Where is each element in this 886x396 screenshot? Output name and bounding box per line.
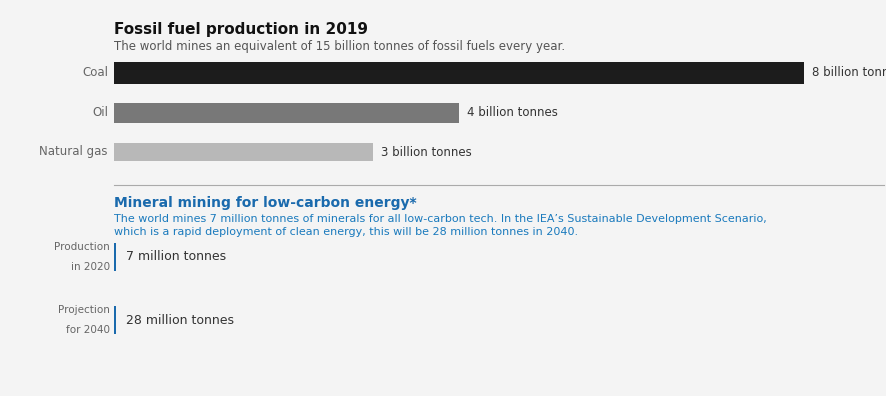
Text: 8 billion tonnes: 8 billion tonnes bbox=[811, 67, 886, 80]
Text: Mineral mining for low-carbon energy*: Mineral mining for low-carbon energy* bbox=[114, 196, 416, 210]
Text: for 2040: for 2040 bbox=[66, 325, 110, 335]
Text: Coal: Coal bbox=[82, 67, 108, 80]
Bar bbox=[114, 243, 116, 271]
Bar bbox=[114, 143, 372, 161]
Text: 3 billion tonnes: 3 billion tonnes bbox=[380, 145, 471, 158]
Bar bbox=[114, 103, 458, 123]
Bar bbox=[114, 306, 116, 334]
Text: Production: Production bbox=[54, 242, 110, 252]
Text: which is a rapid deployment of clean energy, this will be 28 million tonnes in 2: which is a rapid deployment of clean ene… bbox=[114, 227, 578, 237]
Text: 7 million tonnes: 7 million tonnes bbox=[126, 251, 226, 263]
Text: Projection: Projection bbox=[58, 305, 110, 315]
Text: 28 million tonnes: 28 million tonnes bbox=[126, 314, 234, 326]
Text: 4 billion tonnes: 4 billion tonnes bbox=[466, 107, 557, 120]
Text: Fossil fuel production in 2019: Fossil fuel production in 2019 bbox=[114, 22, 368, 37]
Text: The world mines an equivalent of 15 billion tonnes of fossil fuels every year.: The world mines an equivalent of 15 bill… bbox=[114, 40, 564, 53]
Text: Natural gas: Natural gas bbox=[40, 145, 108, 158]
Text: Oil: Oil bbox=[92, 107, 108, 120]
Text: in 2020: in 2020 bbox=[71, 262, 110, 272]
Bar bbox=[114, 62, 803, 84]
Text: The world mines 7 million tonnes of minerals for all low-carbon tech. In the IEA: The world mines 7 million tonnes of mine… bbox=[114, 214, 766, 224]
